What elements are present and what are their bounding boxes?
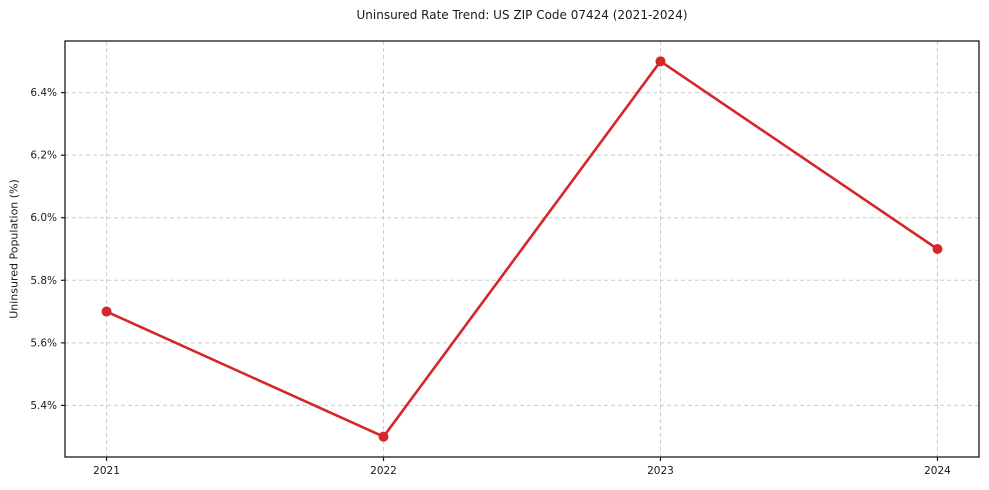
y-tick-label: 6.2%	[30, 150, 57, 162]
plot-frame	[64, 40, 980, 458]
y-tick-label: 5.6%	[30, 337, 57, 349]
data-point-2023	[655, 56, 666, 67]
y-tick-label: 6.4%	[30, 87, 57, 99]
chart-title: Uninsured Rate Trend: US ZIP Code 07424 …	[356, 8, 688, 22]
y-tick-label: 6.0%	[30, 212, 57, 224]
x-tick-label: 2023	[647, 465, 674, 477]
data-point-2021	[101, 306, 112, 317]
y-axis-label: Uninsured Population (%)	[7, 179, 21, 319]
data-point-2022	[378, 431, 389, 442]
y-tick-label: 5.4%	[30, 400, 57, 412]
trend-line	[105, 60, 939, 438]
x-tick-label: 2021	[93, 465, 120, 477]
data-point-2024	[932, 244, 943, 254]
x-tick-label: 2024	[924, 465, 951, 477]
x-tick-label: 2022	[370, 465, 397, 477]
y-tick-label: 5.8%	[30, 275, 57, 287]
